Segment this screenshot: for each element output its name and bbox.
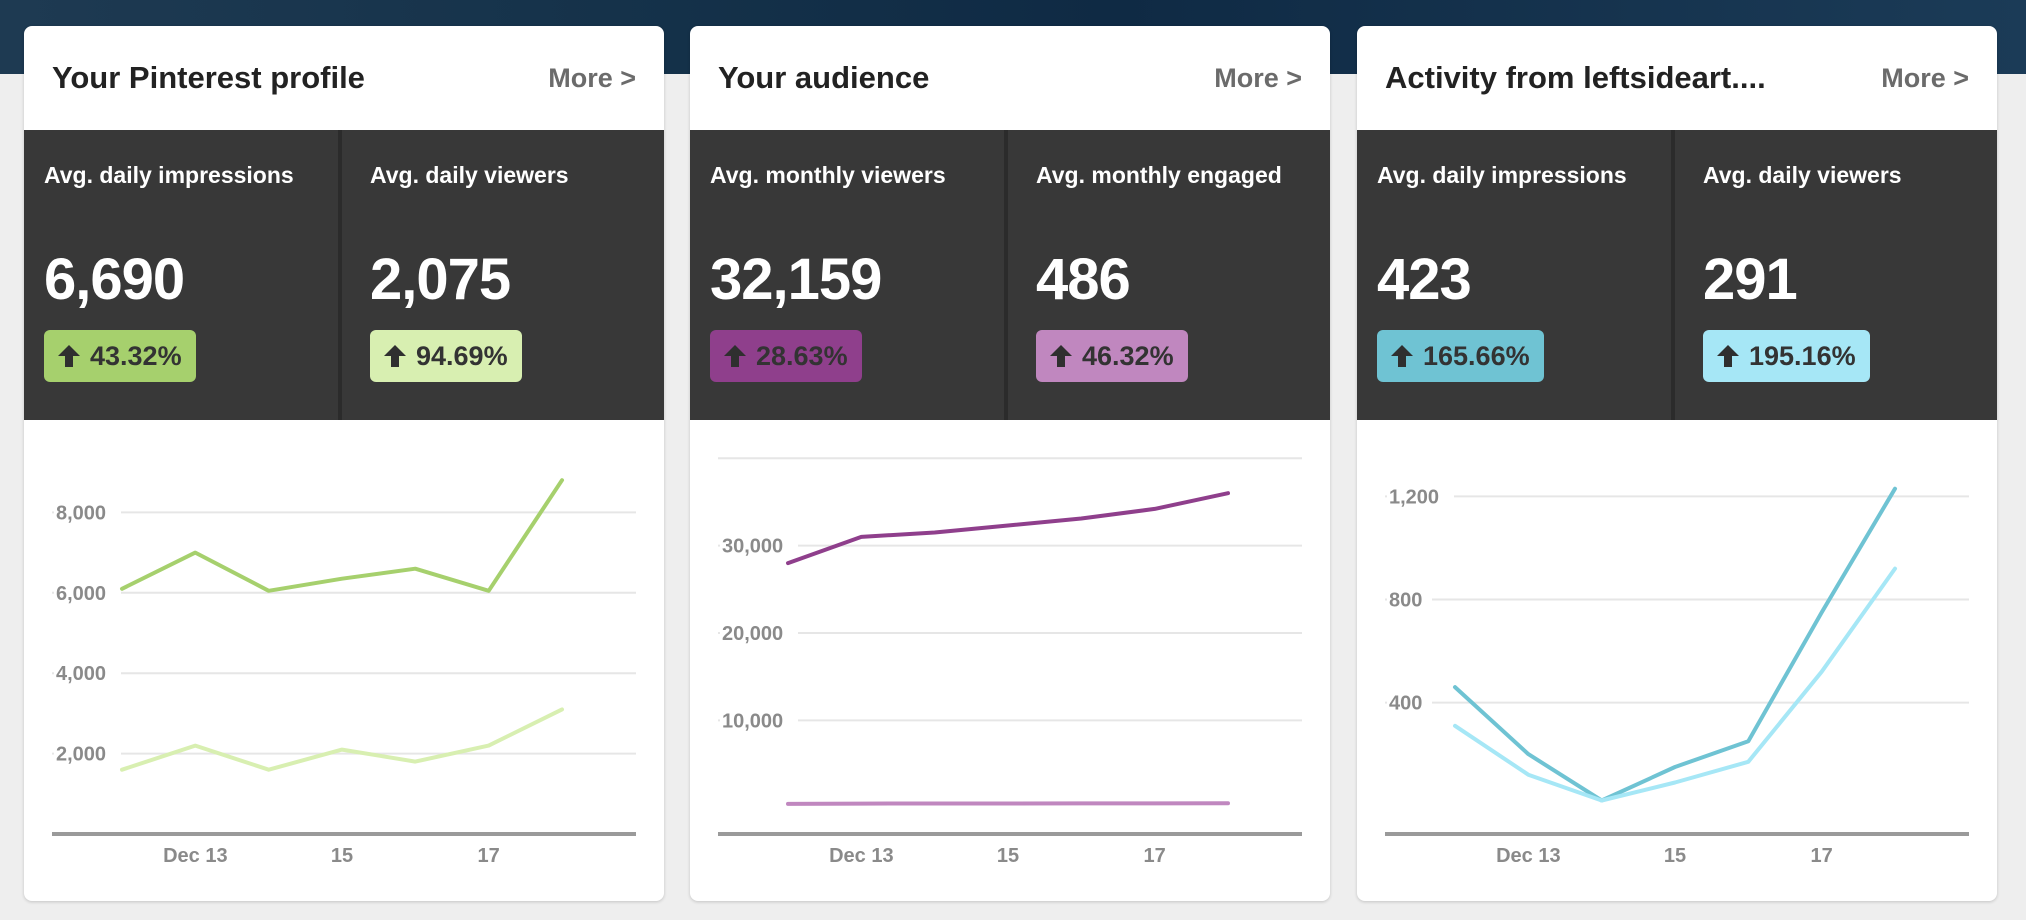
y-tick-label-bg — [54, 740, 121, 767]
up-arrow-icon — [58, 345, 80, 367]
stat-avg-daily-viewers: Avg. daily viewers 291 195.16% — [1671, 130, 1997, 420]
x-tick-label: 17 — [1811, 845, 1833, 867]
change-badge: 195.16% — [1703, 330, 1870, 382]
y-tick-label-bg — [54, 579, 121, 606]
y-tick-label-bg — [720, 620, 798, 646]
chart-svg: 10,000 20,000 30,000 Dec 13 15 17 — [718, 457, 1302, 867]
more-link[interactable]: More > — [548, 62, 636, 93]
y-tick-label: 1,200 — [1389, 486, 1439, 508]
stat-label: Avg. daily impressions — [44, 162, 294, 188]
stat-avg-monthly-engaged: Avg. monthly engaged 486 46.32% — [1004, 130, 1330, 420]
stat-avg-monthly-viewers: Avg. monthly viewers 32,159 28.63% — [690, 130, 1004, 420]
y-tick-label: 8,000 — [56, 502, 106, 524]
y-tick-label-bg — [720, 532, 798, 559]
change-value: 28.63% — [756, 340, 848, 371]
stat-label: Avg. daily viewers — [1703, 162, 1902, 188]
y-tick-label: 30,000 — [722, 536, 783, 558]
y-tick-label-bg — [1387, 483, 1454, 510]
y-tick-label-bg — [54, 499, 121, 526]
stat-value: 32,159 — [710, 247, 882, 312]
stat-label: Avg. monthly engaged — [1036, 162, 1282, 188]
stat-label: Avg. daily impressions — [1377, 162, 1627, 188]
chart-svg: 400 800 1,200 Dec 13 15 17 — [1385, 483, 1969, 867]
y-tick-label: 6,000 — [56, 583, 106, 605]
stat-value: 6,690 — [44, 247, 185, 312]
stats-panel: Avg. daily impressions 423 165.66% Avg. … — [1357, 130, 1997, 420]
series-line — [120, 478, 564, 593]
change-badge: 43.32% — [44, 330, 196, 382]
change-badge: 46.32% — [1036, 330, 1188, 382]
x-tick-label: 15 — [997, 845, 1019, 867]
x-tick-label: Dec 13 — [1496, 845, 1561, 867]
series-line — [786, 491, 1230, 566]
series-line — [1453, 486, 1897, 803]
x-tick-label: 15 — [331, 845, 353, 867]
up-arrow-icon — [1391, 345, 1413, 367]
change-badge: 28.63% — [710, 330, 862, 382]
stat-label: Avg. daily viewers — [370, 162, 569, 188]
up-arrow-icon — [384, 345, 406, 367]
change-value: 43.32% — [90, 340, 182, 371]
up-arrow-icon — [1050, 345, 1072, 367]
y-tick-label-bg — [720, 707, 798, 734]
stat-avg-daily-impressions: Avg. daily impressions 6,690 43.32% — [24, 130, 338, 420]
stat-value: 486 — [1036, 247, 1131, 312]
y-tick-label: 2,000 — [56, 744, 106, 766]
card-pinterest-profile: Your Pinterest profile More > Avg. daily… — [24, 26, 664, 901]
card-your-audience: Your audience More > Avg. monthly viewer… — [690, 26, 1330, 901]
line-chart: 400 800 1,200 Dec 13 15 17 — [1357, 420, 1997, 901]
card-title: Your audience — [718, 60, 930, 95]
card-header: Your audience More > — [690, 26, 1330, 130]
x-tick-label: 17 — [478, 845, 500, 867]
y-tick-label-bg — [54, 660, 121, 687]
y-tick-label-bg — [1387, 689, 1432, 716]
y-tick-label: 800 — [1389, 590, 1422, 612]
card-header: Your Pinterest profile More > — [24, 26, 664, 130]
card-activity: Activity from leftsideart.... More > Avg… — [1357, 26, 1997, 901]
up-arrow-icon — [1717, 345, 1739, 367]
more-link[interactable]: More > — [1214, 62, 1302, 93]
stat-avg-daily-impressions: Avg. daily impressions 423 165.66% — [1357, 130, 1671, 420]
y-tick-label-bg — [1387, 586, 1432, 613]
change-value: 46.32% — [1082, 340, 1174, 371]
stat-value: 2,075 — [370, 247, 511, 312]
line-chart: 2,000 4,000 6,000 8,000 Dec 13 15 17 — [24, 420, 664, 901]
change-badge: 165.66% — [1377, 330, 1544, 382]
series-line — [786, 801, 1230, 806]
up-arrow-icon — [724, 345, 746, 367]
x-tick-label: Dec 13 — [163, 845, 228, 867]
change-value: 195.16% — [1749, 340, 1856, 371]
card-title: Your Pinterest profile — [52, 60, 365, 95]
stat-label: Avg. monthly viewers — [710, 162, 946, 188]
y-tick-label: 20,000 — [722, 623, 783, 645]
y-tick-label: 4,000 — [56, 663, 106, 685]
series-line — [1453, 566, 1897, 803]
card-header: Activity from leftsideart.... More > — [1357, 26, 1997, 130]
more-link[interactable]: More > — [1881, 62, 1969, 93]
x-tick-label: 17 — [1144, 845, 1166, 867]
change-value: 94.69% — [416, 340, 508, 371]
card-title: Activity from leftsideart.... — [1385, 60, 1766, 95]
line-chart: 10,000 20,000 30,000 Dec 13 15 17 — [690, 420, 1330, 901]
x-tick-label: 15 — [1664, 845, 1686, 867]
series-line — [120, 707, 564, 772]
change-value: 165.66% — [1423, 340, 1530, 371]
stats-panel: Avg. daily impressions 6,690 43.32% Avg.… — [24, 130, 664, 420]
stat-avg-daily-viewers: Avg. daily viewers 2,075 94.69% — [338, 130, 664, 420]
y-tick-label: 400 — [1389, 693, 1422, 715]
y-tick-label: 10,000 — [722, 710, 783, 732]
stats-panel: Avg. monthly viewers 32,159 28.63% Avg. … — [690, 130, 1330, 420]
stat-value: 423 — [1377, 247, 1472, 312]
chart-svg: 2,000 4,000 6,000 8,000 Dec 13 15 17 — [52, 478, 636, 867]
x-tick-label: Dec 13 — [829, 845, 894, 867]
stat-value: 291 — [1703, 247, 1798, 312]
change-badge: 94.69% — [370, 330, 522, 382]
